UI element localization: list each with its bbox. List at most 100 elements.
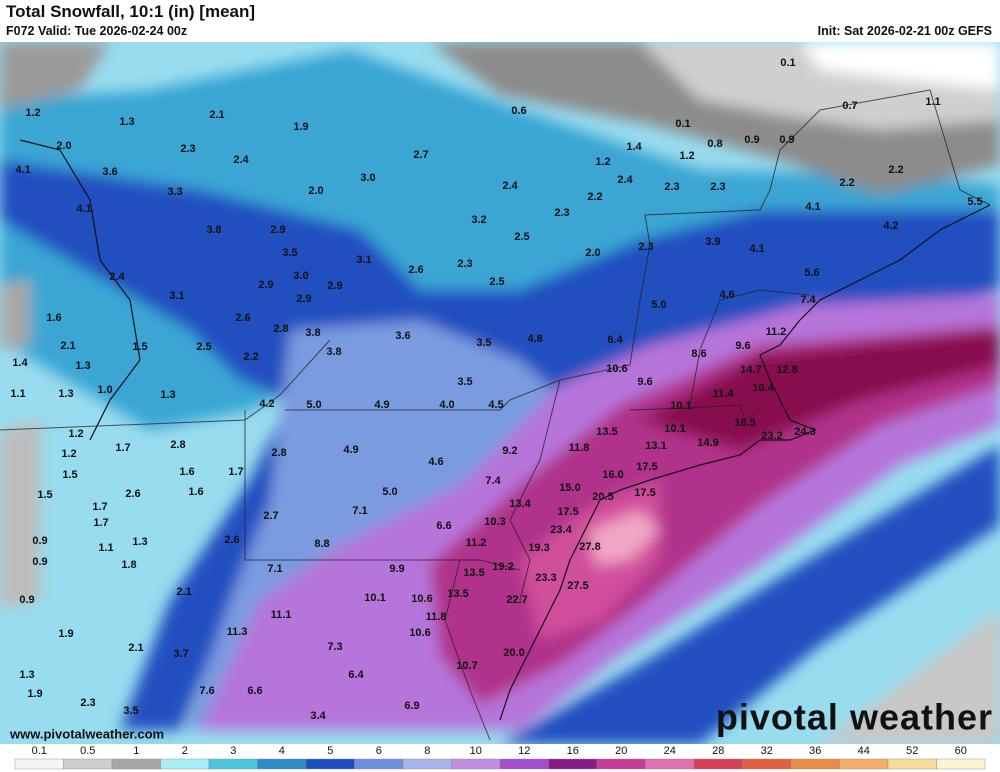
- snow-label: 2.1: [176, 586, 191, 598]
- colorbar-swatch: [451, 758, 501, 770]
- snow-label: 1.9: [58, 628, 73, 640]
- snow-label: 2.7: [413, 149, 428, 161]
- snow-label: 3.8: [326, 346, 341, 358]
- snow-label: 5.0: [651, 299, 666, 311]
- snow-label: 1.5: [132, 341, 147, 353]
- snow-label: 1.7: [92, 501, 107, 513]
- snow-label: 20.0: [503, 647, 524, 659]
- colorbar-swatch: [887, 758, 937, 770]
- snow-label: 2.3: [664, 181, 679, 193]
- colorbar-label: 12: [518, 745, 530, 757]
- snow-label: 27.5: [567, 580, 588, 592]
- snow-label: 7.4: [485, 475, 501, 487]
- snow-label: 2.9: [258, 279, 273, 291]
- snow-label: 4.1: [15, 164, 30, 176]
- snow-label: 1.1: [10, 388, 25, 400]
- snow-label: 1.6: [188, 486, 203, 498]
- snow-label: 1.6: [46, 312, 61, 324]
- colorbar-label: 10: [470, 745, 482, 757]
- snow-label: 4.8: [527, 333, 542, 345]
- snow-label: 1.2: [61, 448, 76, 460]
- colorbar-label: 2: [182, 745, 188, 757]
- snow-label: 1.2: [595, 156, 610, 168]
- snow-label: 1.9: [293, 121, 308, 133]
- snow-label: 0.1: [780, 57, 795, 69]
- snow-label: 4.1: [749, 243, 764, 255]
- snow-label: 0.9: [32, 556, 47, 568]
- snow-label: 18.5: [734, 417, 755, 429]
- snow-label: 3.5: [476, 337, 491, 349]
- snow-label: 6.9: [404, 700, 419, 712]
- snow-label: 11.1: [271, 609, 292, 621]
- snow-label: 13.5: [447, 588, 468, 600]
- snow-label: 9.9: [389, 563, 404, 575]
- snow-label: 10.6: [411, 593, 432, 605]
- snow-label: 23.2: [761, 430, 782, 442]
- snow-label: 11.8: [569, 442, 590, 454]
- snow-label: 3.3: [167, 186, 182, 198]
- snow-label: 3.1: [356, 254, 371, 266]
- snow-label: 1.7: [93, 517, 108, 529]
- snow-label: 2.1: [209, 109, 224, 121]
- colorbar-label: 36: [809, 745, 821, 757]
- colorbar-label: 1: [133, 745, 139, 757]
- snow-label: 17.5: [636, 461, 657, 473]
- snow-label: 0.9: [744, 134, 759, 146]
- colorbar: 0.1 0.5 1 2 3 4 5 6 8 10 12 16 20 24 28 32 36 44 52 60: [0, 744, 1000, 772]
- snow-label: 8.6: [691, 348, 706, 360]
- snow-label: 1.3: [160, 389, 175, 401]
- colorbar-label: 60: [955, 745, 967, 757]
- snow-label: 2.3: [710, 181, 725, 193]
- snow-label: 1.2: [679, 150, 694, 162]
- snow-label: 1.5: [62, 469, 77, 481]
- snow-label: 5.5: [967, 196, 982, 208]
- snow-label: 2.0: [308, 185, 323, 197]
- snow-label: 4.6: [428, 456, 443, 468]
- snow-label: 2.6: [235, 312, 250, 324]
- snow-label: 19.2: [492, 561, 513, 573]
- colorbar-label: 5: [327, 745, 333, 757]
- snow-label: 3.1: [169, 290, 184, 302]
- colorbar-swatch: [596, 758, 646, 770]
- snow-label: 9.6: [637, 376, 652, 388]
- snow-label: 10.7: [456, 660, 477, 672]
- snow-label: 10.1: [670, 400, 691, 412]
- snow-label: 0.9: [19, 594, 34, 606]
- snow-label: 2.3: [457, 258, 472, 270]
- colorbar-label: 16: [567, 745, 579, 757]
- snow-label: 1.7: [115, 442, 130, 454]
- snow-label: 3.8: [305, 327, 320, 339]
- snow-label: 4.9: [343, 444, 358, 456]
- colorbar-swatch: [693, 758, 743, 770]
- snow-label: 10.1: [364, 592, 385, 604]
- snow-label: 0.9: [779, 134, 794, 146]
- snow-label: 10.4: [752, 382, 774, 394]
- snow-label: 27.8: [579, 541, 600, 553]
- colorbar-label: 52: [906, 745, 918, 757]
- snow-label: 2.4: [617, 174, 633, 186]
- snow-label: 2.9: [327, 280, 342, 292]
- snow-label: 4.1: [805, 201, 820, 213]
- snow-label: 1.5: [37, 489, 52, 501]
- snow-label: 2.1: [128, 642, 143, 654]
- snow-label: 13.5: [463, 567, 484, 579]
- colorbar-label: 4: [279, 745, 285, 757]
- snow-label: 2.2: [839, 177, 854, 189]
- colorbar-swatch: [839, 758, 889, 770]
- snow-label: 2.4: [502, 180, 518, 192]
- colorbar-swatch: [354, 758, 404, 770]
- colorbar-label: 0.1: [32, 745, 47, 757]
- snow-label: 6.6: [247, 685, 262, 697]
- snow-label: 1.2: [68, 428, 83, 440]
- snow-label: 1.1: [98, 542, 113, 554]
- snowfall-shading: [0, 42, 1000, 744]
- snow-label: 3.5: [457, 376, 472, 388]
- snow-label: 3.9: [705, 236, 720, 248]
- snow-label: 3.8: [206, 224, 221, 236]
- snow-label: 10.1: [664, 423, 685, 435]
- colorbar-swatch: [790, 758, 840, 770]
- snow-label: 7.4: [800, 294, 816, 306]
- snow-label: 24.3: [794, 426, 815, 438]
